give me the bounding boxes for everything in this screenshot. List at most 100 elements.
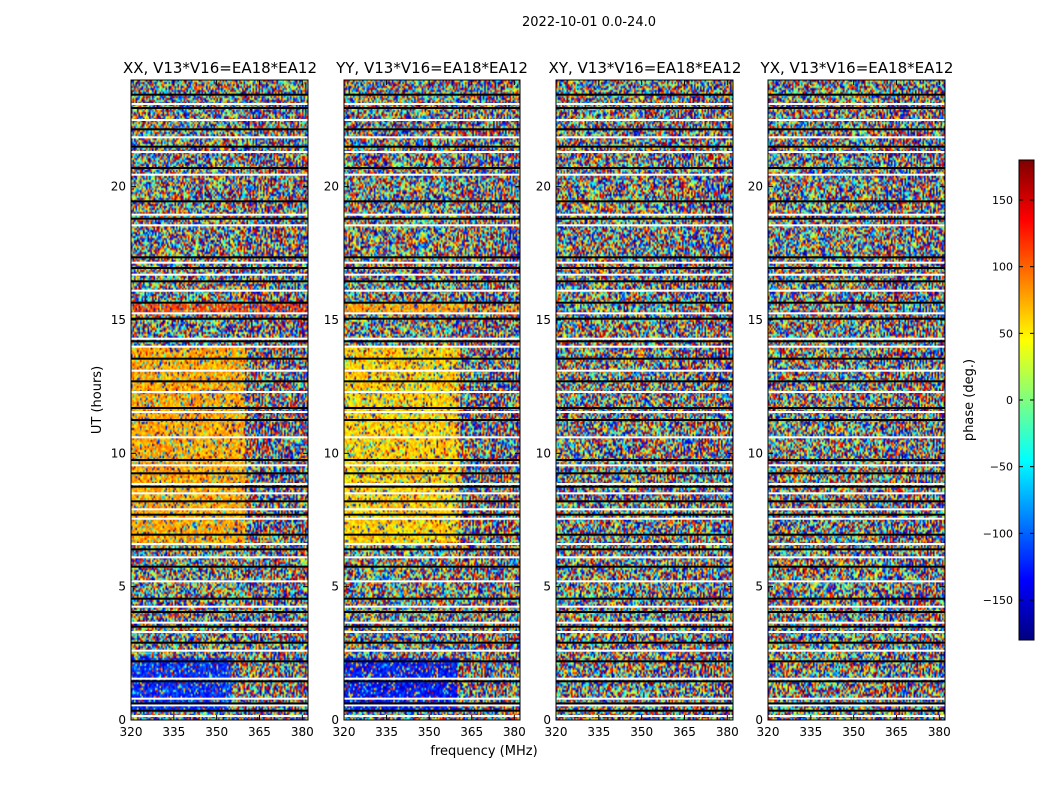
y-tick-label: 0 xyxy=(755,713,763,727)
heatmap-image xyxy=(344,80,520,720)
flagged-row xyxy=(556,224,733,227)
flagged-row xyxy=(556,517,733,520)
x-tick-label: 350 xyxy=(842,725,865,739)
flagged-row xyxy=(556,145,733,148)
flagged-row xyxy=(131,709,308,712)
flagged-row xyxy=(768,605,945,608)
flagged-row xyxy=(556,565,733,568)
flagged-row xyxy=(556,704,733,707)
flagged-row xyxy=(768,508,945,511)
y-tick-label: 20 xyxy=(748,180,763,194)
flagged-row xyxy=(344,517,520,520)
flagged-row xyxy=(131,256,308,259)
flagged-row xyxy=(344,136,520,139)
flagged-row xyxy=(768,556,945,559)
flagged-row xyxy=(344,273,520,276)
flagged-row xyxy=(768,580,945,583)
flagged-row xyxy=(344,103,520,105)
y-tick-label: 0 xyxy=(331,713,339,727)
colorbar-tick-label: −50 xyxy=(990,461,1013,474)
flagged-row xyxy=(556,580,733,583)
flagged-row xyxy=(556,543,733,545)
colorbar-tick-label: −150 xyxy=(983,594,1013,607)
flagged-row xyxy=(768,715,945,717)
flagged-row xyxy=(131,715,308,717)
flagged-row xyxy=(344,533,520,536)
flagged-row xyxy=(768,517,945,520)
flagged-row xyxy=(344,625,520,628)
y-tick-label: 20 xyxy=(324,180,339,194)
flagged-row xyxy=(131,200,308,203)
flagged-row xyxy=(344,459,520,461)
x-tick-label: 380 xyxy=(928,725,951,739)
flagged-row xyxy=(131,407,308,409)
flagged-row xyxy=(344,145,520,148)
y-tick-label: 15 xyxy=(748,313,763,327)
flagged-row xyxy=(556,492,733,495)
colorbar-tick-label: −100 xyxy=(983,527,1013,540)
flagged-row xyxy=(768,625,945,628)
panel-title: YY, V13*V16=EA18*EA12 xyxy=(335,59,528,77)
flagged-row xyxy=(131,317,308,320)
flagged-row xyxy=(344,436,520,439)
flagged-row xyxy=(556,500,733,503)
flagged-row xyxy=(131,543,308,545)
flagged-row xyxy=(768,631,945,633)
flagged-row xyxy=(556,680,733,683)
flagged-row xyxy=(768,483,945,485)
flagged-row xyxy=(768,224,945,227)
flagged-row xyxy=(131,436,308,439)
flagged-row xyxy=(768,702,945,705)
flagged-row xyxy=(344,548,520,551)
flagged-row xyxy=(556,436,733,439)
flagged-row xyxy=(768,145,945,148)
flagged-row xyxy=(131,459,308,461)
flagged-row xyxy=(556,340,733,343)
flagged-row xyxy=(556,485,733,488)
flagged-row xyxy=(344,369,520,372)
flagged-row xyxy=(344,715,520,717)
x-tick-label: 335 xyxy=(587,725,610,739)
panel-title: XY, V13*V16=EA18*EA12 xyxy=(549,59,742,77)
flagged-row xyxy=(768,660,945,663)
flagged-row xyxy=(556,128,733,131)
panel-xy: XY, V13*V16=EA18*EA12 320 335 350 365 380 0 5 1… xyxy=(536,59,742,739)
flagged-row xyxy=(768,597,945,600)
flagged-row xyxy=(344,224,520,227)
flagged-row xyxy=(344,605,520,608)
flagged-row xyxy=(344,280,520,283)
flagged-row xyxy=(556,715,733,717)
flagged-row xyxy=(131,345,308,348)
flagged-row xyxy=(344,565,520,568)
flagged-row xyxy=(556,217,733,220)
colorbar-tick-label: 150 xyxy=(992,194,1013,207)
flagged-row xyxy=(131,556,308,559)
flagged-row xyxy=(556,660,733,663)
flagged-row xyxy=(344,485,520,488)
flagged-row xyxy=(344,556,520,559)
y-tick-label: 0 xyxy=(543,713,551,727)
flagged-row xyxy=(556,312,733,315)
flagged-row xyxy=(768,380,945,383)
plot-frame xyxy=(555,79,734,721)
panel-title: YX, V13*V16=EA18*EA12 xyxy=(760,59,954,77)
flagged-row xyxy=(131,580,308,583)
y-tick-label: 15 xyxy=(536,313,551,327)
flagged-row xyxy=(344,345,520,348)
flagged-row xyxy=(556,289,733,292)
flagged-row xyxy=(131,517,308,520)
x-tick-label: 320 xyxy=(120,725,143,739)
flagged-row xyxy=(344,704,520,707)
flagged-row xyxy=(768,677,945,680)
flagged-row xyxy=(768,213,945,216)
flagged-row xyxy=(131,273,308,276)
flagged-row xyxy=(131,119,308,121)
flagged-row xyxy=(556,119,733,121)
panel-yx: YX, V13*V16=EA18*EA12 320 335 350 365 380 0 5 1… xyxy=(748,59,954,739)
flagged-row xyxy=(768,103,945,105)
y-tick-label: 5 xyxy=(543,580,551,594)
flagged-row xyxy=(556,267,733,269)
flagged-row xyxy=(344,464,520,467)
flagged-row xyxy=(344,513,520,516)
flagged-row xyxy=(131,312,308,315)
